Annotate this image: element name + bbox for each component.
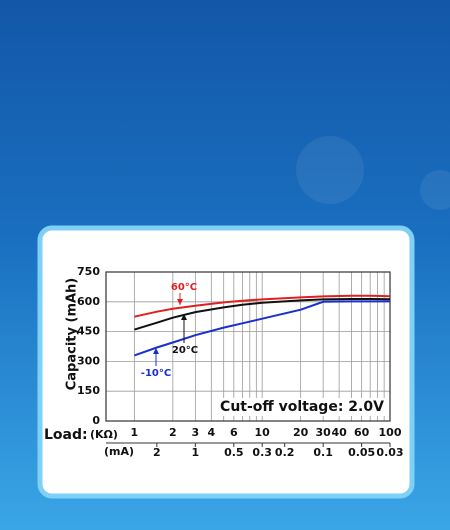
y-tick-label: 150 bbox=[77, 384, 100, 397]
x-tick-label: 6 bbox=[230, 426, 238, 439]
x2-tick-label: 1 bbox=[192, 446, 200, 459]
x-tick-label: 10 bbox=[255, 426, 271, 439]
x-tick-label: 40 bbox=[331, 426, 347, 439]
series-line bbox=[134, 300, 390, 357]
x-tick-label: 3 bbox=[192, 426, 200, 439]
x2-tick-label: 2 bbox=[153, 446, 161, 459]
bokeh bbox=[296, 136, 364, 204]
x2-tick-label: 0.05 bbox=[348, 446, 375, 459]
arrow-head bbox=[153, 348, 159, 354]
x-tick-label: 100 bbox=[379, 426, 402, 439]
y-tick-label: 0 bbox=[92, 414, 100, 427]
y-tick-label: 750 bbox=[77, 265, 100, 278]
bokeh bbox=[420, 170, 450, 210]
y-tick-label: 300 bbox=[77, 354, 100, 367]
y-tick-label: 600 bbox=[77, 295, 100, 308]
x-tick-label: 1 bbox=[131, 426, 139, 439]
arrow-head bbox=[181, 314, 187, 320]
annotation: Cut-off voltage: 2.0V bbox=[220, 399, 384, 415]
x-tick-label: 20 bbox=[293, 426, 309, 439]
x-tick-label: 4 bbox=[207, 426, 215, 439]
arrow-head bbox=[177, 299, 183, 305]
y-axis-label: Capacity (mAh) bbox=[65, 278, 80, 391]
series-label: -10°C bbox=[141, 368, 171, 379]
x-tick-label: 2 bbox=[169, 426, 177, 439]
x2-tick-label: 0.1 bbox=[313, 446, 333, 459]
annotation-bg bbox=[216, 398, 389, 416]
series-line bbox=[134, 298, 391, 331]
card bbox=[37, 225, 415, 499]
series-label: 60°C bbox=[171, 282, 197, 293]
x-tick-label: 30 bbox=[316, 426, 332, 439]
plot-frame bbox=[105, 271, 391, 422]
y-tick-label: 450 bbox=[77, 325, 100, 338]
x-axis-label: Load: bbox=[44, 427, 88, 443]
chart: Capacity (mAh) Load: (KΩ) (mA) 0 150 300 45… bbox=[44, 265, 404, 459]
x2-tick-label: 0.2 bbox=[275, 446, 295, 459]
x2-axis-label: (mA) bbox=[104, 445, 134, 458]
series-label: 20°C bbox=[172, 345, 198, 356]
x2-tick-label: 0.03 bbox=[376, 446, 403, 459]
x-tick-label: 60 bbox=[354, 426, 370, 439]
x-axis-unit: (KΩ) bbox=[90, 428, 118, 441]
x2-tick-label: 0.5 bbox=[224, 446, 244, 459]
x2-tick-label: 0.3 bbox=[252, 446, 272, 459]
series-line bbox=[134, 294, 391, 318]
